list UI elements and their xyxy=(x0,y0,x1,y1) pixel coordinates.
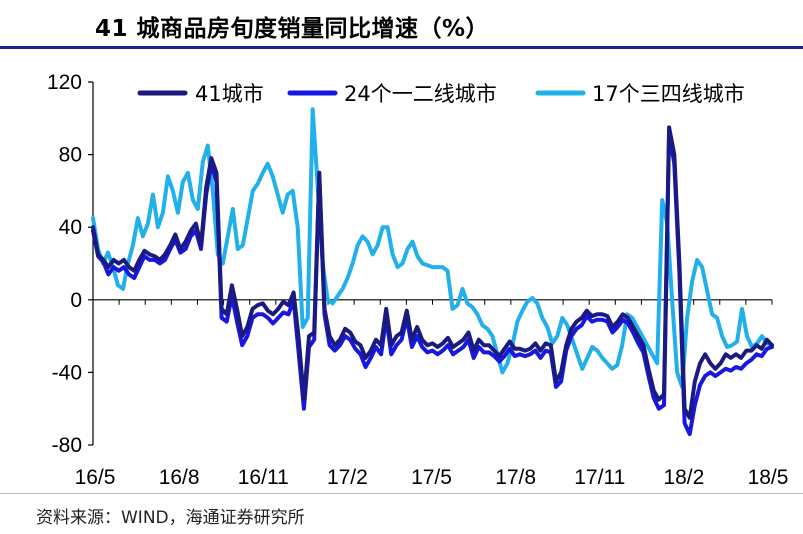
x-tick-label: 16/8 xyxy=(159,466,200,489)
x-tick-label: 18/2 xyxy=(663,466,704,489)
x-tick-label: 16/5 xyxy=(75,466,116,489)
chart-title: 41 城商品房旬度销量同比增速（%） xyxy=(95,16,490,42)
series-line-3 xyxy=(91,107,774,389)
y-tick-label: 40 xyxy=(59,216,82,239)
x-tick-label: 17/11 xyxy=(574,466,625,489)
title-divider xyxy=(0,46,803,49)
x-tick-label: 17/8 xyxy=(495,466,536,489)
y-tick-label: 120 xyxy=(47,71,82,94)
source-note: 资料来源：WIND，海通证券研究所 xyxy=(36,508,305,528)
legend-label-3: 17个三四线城市 xyxy=(592,82,745,106)
y-tick-label: 0 xyxy=(70,289,82,312)
y-tick-label: 80 xyxy=(59,144,82,167)
y-tick-label: -80 xyxy=(52,434,82,457)
footer-divider xyxy=(0,493,803,494)
line-chart: 120 80 40 0 -40 -80 16/5 16/8 16/11 17/2 17/5 17/8 1… xyxy=(47,71,789,489)
x-tick-label: 16/11 xyxy=(238,466,289,489)
x-tick-label: 17/5 xyxy=(411,466,452,489)
legend-label-2: 24个一二线城市 xyxy=(344,82,497,106)
x-tick-label: 18/5 xyxy=(748,466,789,489)
y-tick-label: -40 xyxy=(52,361,82,384)
legend-label-1: 41城市 xyxy=(195,82,264,106)
series-line-1 xyxy=(91,125,774,420)
x-tick-label: 17/2 xyxy=(327,466,368,489)
